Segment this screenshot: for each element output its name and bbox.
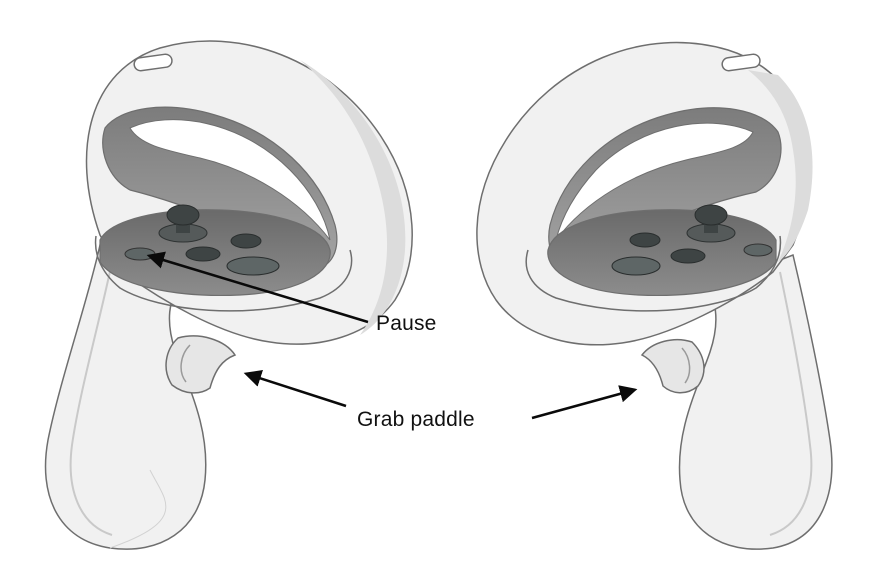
left-controller-icon (44, 40, 413, 550)
right-grab-paddle (640, 338, 705, 394)
right-oculus-button (743, 243, 773, 257)
left-button-y (230, 233, 262, 249)
right-button-a (670, 248, 706, 264)
right-thumbstick (694, 204, 728, 226)
grab-paddle-left-arrow (243, 369, 347, 408)
right-handle (678, 253, 833, 550)
left-button-x (185, 246, 221, 262)
left-button-menu (226, 256, 280, 276)
pause-arrow (146, 251, 369, 324)
right-controller-icon (476, 41, 833, 550)
left-thumbstick (166, 204, 200, 226)
right-button-b (629, 232, 661, 248)
grab-paddle-right-arrow (531, 385, 638, 420)
grab-paddle-label: Grab paddle (357, 408, 475, 431)
left-grab-paddle (165, 335, 237, 394)
pause-label: Pause (376, 312, 437, 335)
right-button-extra (611, 256, 661, 276)
right-face-plate (547, 209, 777, 297)
left-pause-button (124, 247, 156, 261)
